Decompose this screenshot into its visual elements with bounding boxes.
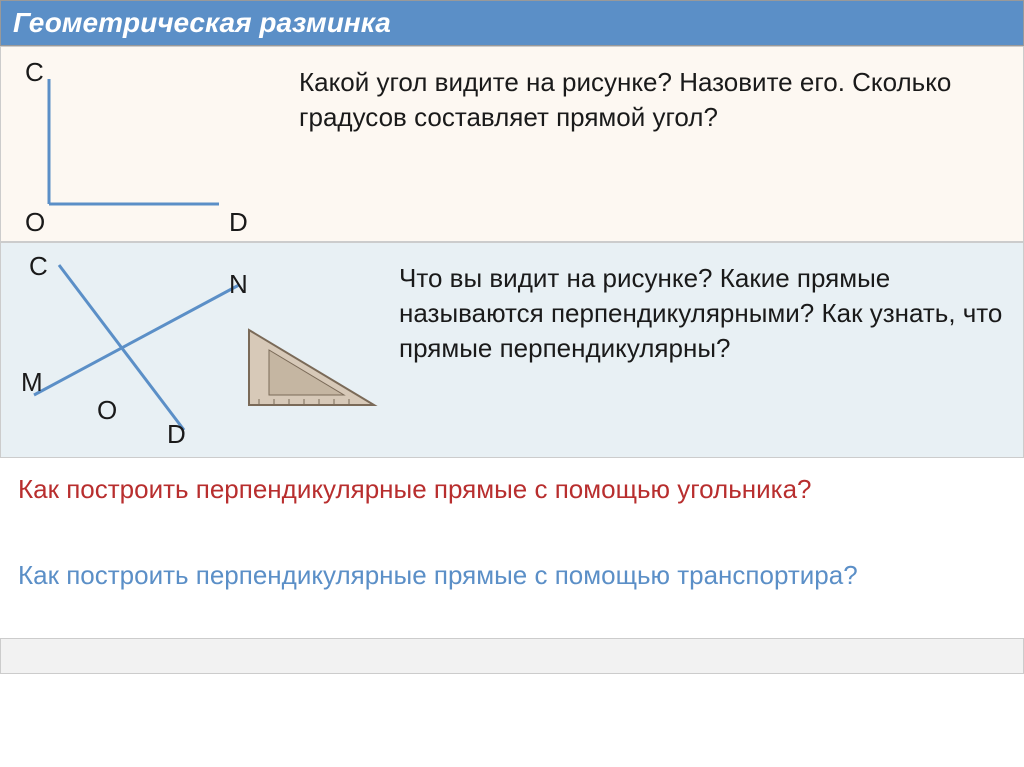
question-3: Как построить перпендикулярные прямые с … <box>18 472 1006 507</box>
section-3: Как построить перпендикулярные прямые с … <box>0 458 1024 548</box>
right-angle-diagram: C O D <box>19 59 299 229</box>
ruler-icon <box>249 330 374 405</box>
label-m: M <box>21 367 43 398</box>
page-title: Геометрическая разминка <box>0 0 1024 46</box>
perp-svg <box>19 255 399 445</box>
label-d2: D <box>167 419 186 450</box>
section-1: C O D Какой угол видите на рисунке? Назо… <box>0 46 1024 242</box>
label-c: C <box>25 57 44 88</box>
label-o2: O <box>97 395 117 426</box>
angle-svg <box>19 59 299 229</box>
label-d: D <box>229 207 248 238</box>
footer-strip <box>0 638 1024 674</box>
question-1: Какой угол видите на рисунке? Назовите е… <box>299 59 1005 135</box>
perpendicular-diagram: C N M O D <box>19 255 399 445</box>
label-o: O <box>25 207 45 238</box>
section-4: Как построить перпендикулярные прямые с … <box>0 548 1024 638</box>
label-n: N <box>229 269 248 300</box>
question-2: Что вы видит на рисунке? Какие прямые на… <box>399 255 1005 366</box>
question-4: Как построить перпендикулярные прямые с … <box>18 558 1006 593</box>
label-c2: C <box>29 251 48 282</box>
section-2: C N M O D Что вы видит на рисунке? Какие… <box>0 242 1024 458</box>
